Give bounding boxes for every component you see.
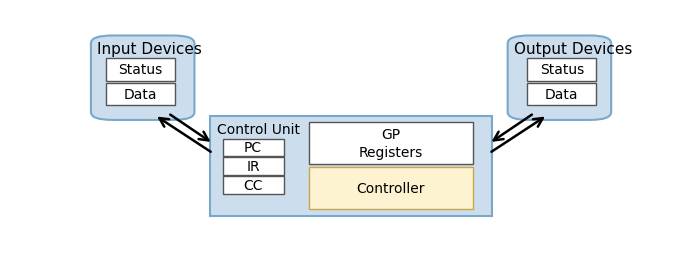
- Text: Status: Status: [119, 63, 162, 77]
- Bar: [223, 176, 284, 194]
- Bar: [223, 157, 284, 175]
- Text: Controller: Controller: [357, 181, 425, 195]
- Bar: [308, 122, 473, 164]
- Text: Status: Status: [540, 63, 584, 77]
- Bar: [527, 59, 597, 81]
- Bar: [105, 59, 175, 81]
- Text: PC: PC: [244, 141, 262, 155]
- Text: Data: Data: [123, 88, 157, 102]
- FancyBboxPatch shape: [508, 36, 611, 120]
- FancyBboxPatch shape: [91, 36, 195, 120]
- Text: Control Unit: Control Unit: [216, 122, 300, 136]
- Bar: [527, 83, 597, 106]
- Text: IR: IR: [247, 160, 260, 173]
- Text: Data: Data: [545, 88, 579, 102]
- Text: Input Devices: Input Devices: [97, 42, 202, 57]
- Bar: [223, 139, 284, 157]
- Text: Output Devices: Output Devices: [514, 42, 632, 57]
- Bar: [308, 167, 473, 210]
- Text: GP
Registers: GP Registers: [359, 127, 423, 160]
- Bar: [105, 83, 175, 106]
- Bar: [210, 117, 492, 216]
- Text: CC: CC: [243, 178, 263, 192]
